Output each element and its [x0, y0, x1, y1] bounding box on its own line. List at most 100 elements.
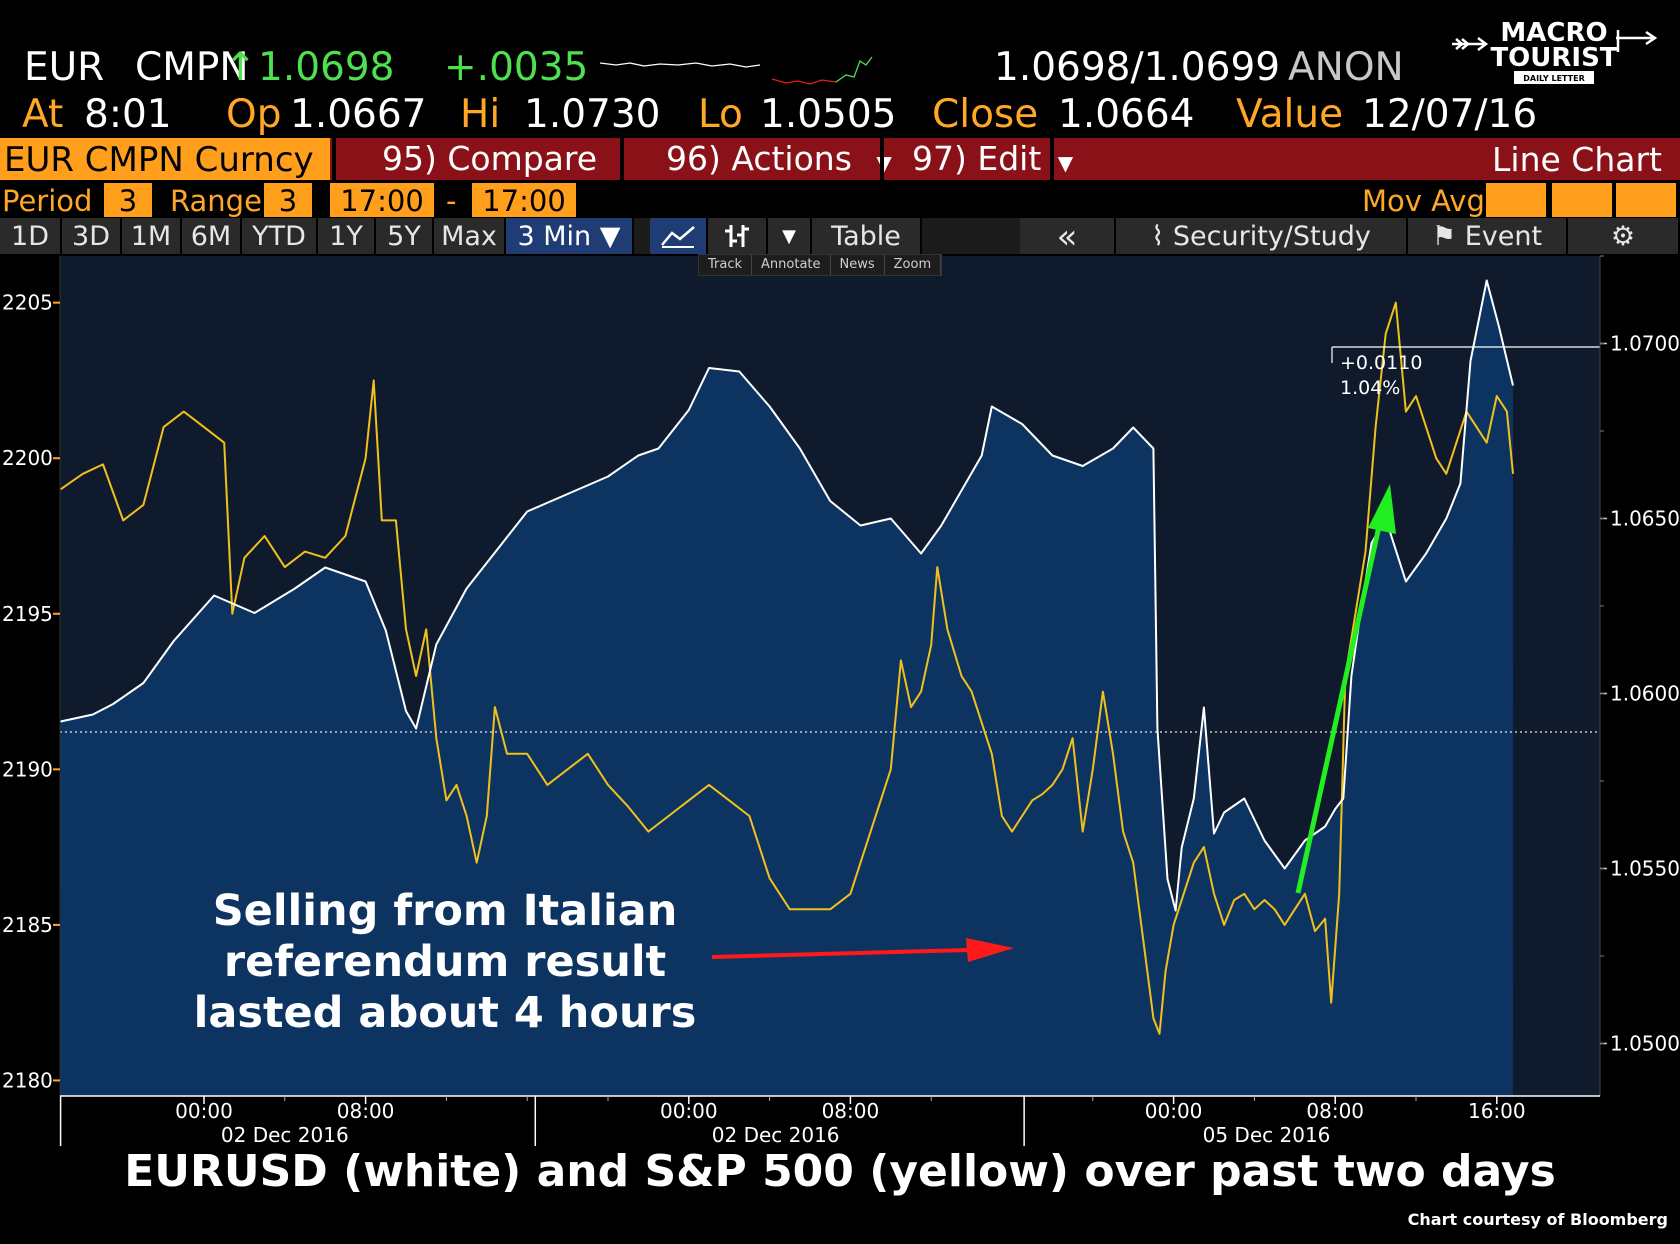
spx-line [60, 301, 1514, 1035]
mov-avg-field-1[interactable] [1486, 183, 1546, 217]
x-axis-date-label: 02 Dec 2016 [712, 1123, 840, 1147]
right-axis-tick-label: 1.0550 [1610, 857, 1680, 881]
track-button[interactable]: Track [699, 255, 753, 275]
period-row: Period 3 Range 3 17:00 - 17:00 Mov Avg [0, 183, 1680, 218]
compare-button[interactable]: 95) Compare [332, 138, 597, 180]
at-time: 8:01 [84, 92, 172, 137]
range-1d-button[interactable]: 1D [0, 218, 62, 254]
macro-tourist-logo: MACRO TOURIST DAILY LETTER [1452, 18, 1658, 84]
bid-ask: 1.0698/1.0699 [994, 45, 1281, 90]
x-axis-tick-label: 00:00 [1145, 1099, 1203, 1123]
svg-text:TOURIST: TOURIST [1490, 43, 1617, 73]
range-start-field[interactable]: 17:00 [330, 183, 434, 218]
actions-button[interactable]: 96) Actions ▼ [620, 138, 892, 180]
net-change: +.0035 [444, 45, 589, 90]
x-axis-tick-label: 00:00 [175, 1099, 233, 1123]
low-label: Lo [698, 92, 743, 137]
left-axis-tick-label: 2200 [2, 446, 53, 470]
at-label: At [22, 92, 64, 137]
mov-avg-label: Mov Avg [1362, 184, 1485, 218]
x-axis-tick-label: 08:00 [822, 1099, 880, 1123]
change-value-label: +0.0110 [1340, 352, 1422, 374]
ohlc-row: At 8:01 Op 1.0667 Hi 1.0730 Lo 1.0505 Cl… [0, 92, 1680, 142]
interval-dropdown[interactable]: 3 Min ▼ [506, 218, 634, 254]
chart-toolbar: 1D 3D 1M 6M YTD 1Y 5Y Max 3 Min ▼ ▼ Tabl… [0, 218, 1680, 256]
annotation-text: Selling from Italian referendum result l… [160, 886, 730, 1039]
chart-credit: Chart courtesy of Bloomberg [1407, 1210, 1668, 1229]
eurusd-area [60, 280, 1514, 1096]
range-max-button[interactable]: Max [434, 218, 506, 254]
svg-text:MACRO: MACRO [1500, 18, 1607, 48]
command-bar: EUR CMPN Curncy 95) Compare 96) Actions … [0, 138, 1680, 180]
up-arrow-icon: ↑ [224, 45, 257, 90]
left-axis-tick-label: 2180 [2, 1068, 53, 1092]
green-arrow-head [1368, 484, 1396, 534]
range-field[interactable]: 3 [264, 183, 312, 218]
gear-icon[interactable]: ⚙ [1568, 218, 1680, 254]
annotation-line-1: Selling from Italian [212, 886, 678, 936]
red-arrow-head [966, 938, 1014, 962]
x-axis-tick-label: 08:00 [1306, 1099, 1364, 1123]
open-value: 1.0667 [290, 92, 427, 137]
svg-text:DAILY LETTER: DAILY LETTER [1523, 74, 1585, 83]
mini-toolbar: Track Annotate News Zoom [698, 254, 943, 276]
ticker: EUR [24, 45, 105, 90]
right-axis-tick-label: 1.0700 [1610, 332, 1680, 356]
pricing-source: CMPN [135, 45, 249, 90]
x-axis-tick-label: 08:00 [337, 1099, 395, 1123]
value-label: Value [1236, 92, 1344, 137]
right-axis-tick-label: 1.0500 [1610, 1032, 1680, 1056]
left-axis-tick-label: 2195 [2, 602, 53, 626]
close-value: 1.0664 [1058, 92, 1195, 137]
x-axis-date-label: 02 Dec 2016 [221, 1123, 349, 1147]
event-button[interactable]: ⚑ Event [1408, 218, 1568, 254]
flag-icon: ⚑ [1431, 221, 1457, 252]
last-price: 1.0698 [258, 45, 395, 90]
annotation-line-2: referendum result [223, 937, 667, 987]
range-ytd-button[interactable]: YTD [242, 218, 318, 254]
caret-down-icon[interactable]: ▼ [768, 218, 812, 254]
high-label: Hi [460, 92, 501, 137]
security-study-button[interactable]: ⌇ Security/Study [1116, 218, 1408, 254]
caret-down-icon: ▼ [1057, 151, 1074, 175]
left-axis-tick-label: 2205 [2, 291, 53, 315]
study-icon: ⌇ [1151, 221, 1165, 252]
range-1m-button[interactable]: 1M [122, 218, 182, 254]
zoom-button[interactable]: Zoom [885, 255, 942, 275]
x-axis-date-label: 05 Dec 2016 [1203, 1123, 1331, 1147]
chart-caption: EURUSD (white) and S&P 500 (yellow) over… [124, 1146, 1556, 1197]
right-axis-tick-label: 1.0650 [1610, 507, 1680, 531]
back-button[interactable]: « [1020, 218, 1116, 256]
edit-button[interactable]: 97) Edit ▼ [880, 138, 1074, 180]
mov-avg-field-2[interactable] [1552, 183, 1612, 217]
chart-type-label[interactable]: Line Chart [1492, 140, 1662, 179]
annotate-button[interactable]: Annotate [752, 255, 831, 275]
close-label: Close [932, 92, 1039, 137]
eurusd-line [60, 279, 1514, 912]
mov-avg-field-3[interactable] [1616, 183, 1676, 217]
range-5y-button[interactable]: 5Y [376, 218, 434, 254]
right-axis-tick-label: 1.0600 [1610, 682, 1680, 706]
ohlc-bars-icon[interactable] [708, 218, 768, 254]
x-axis-tick-label: 00:00 [660, 1099, 718, 1123]
left-axis-tick-label: 2190 [2, 757, 53, 781]
table-button[interactable]: Table [812, 218, 922, 254]
range-end-field[interactable]: 17:00 [472, 183, 576, 218]
open-label: Op [226, 92, 282, 137]
high-value: 1.0730 [524, 92, 661, 137]
quote-header-row: EUR CMPN ↑ 1.0698 +.0035 1.0698/1.0699 A… [0, 45, 1680, 97]
range-label: Range [170, 184, 262, 218]
annotation-line-3: lasted about 4 hours [193, 988, 697, 1038]
green-arrow-shaft [1295, 521, 1383, 894]
news-button[interactable]: News [831, 255, 885, 275]
period-label: Period [2, 184, 93, 218]
range-3d-button[interactable]: 3D [62, 218, 122, 254]
security-field[interactable]: EUR CMPN Curncy [0, 138, 330, 180]
period-field[interactable]: 3 [104, 183, 152, 218]
range-6m-button[interactable]: 6M [182, 218, 242, 254]
line-chart-icon[interactable] [650, 218, 708, 254]
value-date: 12/07/16 [1362, 92, 1538, 137]
range-dash: - [446, 184, 457, 218]
range-1y-button[interactable]: 1Y [318, 218, 376, 254]
